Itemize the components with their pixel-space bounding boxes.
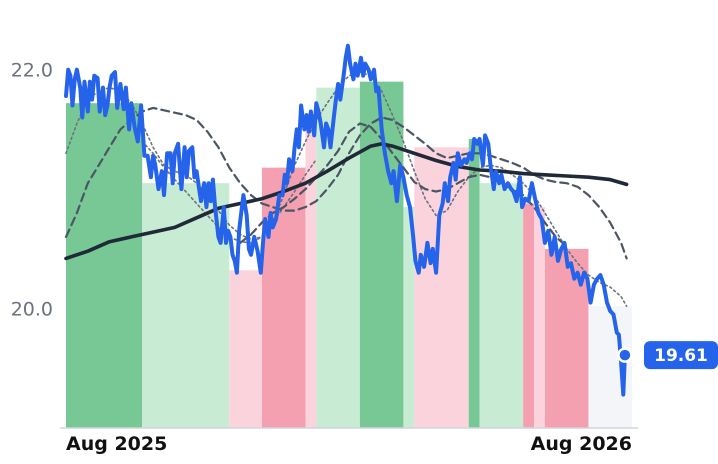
last-value-marker: 19.61 — [617, 341, 718, 370]
series-line-ma-long — [64, 142, 629, 261]
regime-band-down-dark — [261, 167, 306, 428]
y-tick-label: 20.0 — [11, 299, 53, 321]
series-line-band-dashed — [64, 106, 628, 260]
x-tick-label: Aug 2026 — [531, 433, 632, 455]
last-value-label: 19.61 — [654, 346, 708, 366]
regime-band-up-dark — [66, 103, 143, 428]
y-tick-label: 22.0 — [11, 60, 53, 82]
regime-band-up-light — [403, 207, 415, 428]
regime-band-up-dark — [468, 138, 480, 429]
regime-band-up-light — [479, 183, 524, 428]
series-line-price — [64, 43, 627, 397]
regime-band-down-light — [534, 207, 545, 428]
regime-band-down-dark — [523, 203, 535, 428]
x-tick-label: Aug 2025 — [66, 433, 167, 455]
last-point-dot — [617, 347, 633, 363]
indicator-lines — [64, 43, 629, 397]
x-axis: Aug 2025 Aug 2026 — [66, 433, 632, 455]
regime-band-down-light — [305, 115, 317, 429]
y-axis: 22.0 20.0 — [11, 60, 53, 321]
last-value-badge — [644, 341, 718, 370]
regime-band-down-light — [414, 147, 469, 429]
regime-band-down-light — [229, 270, 262, 428]
